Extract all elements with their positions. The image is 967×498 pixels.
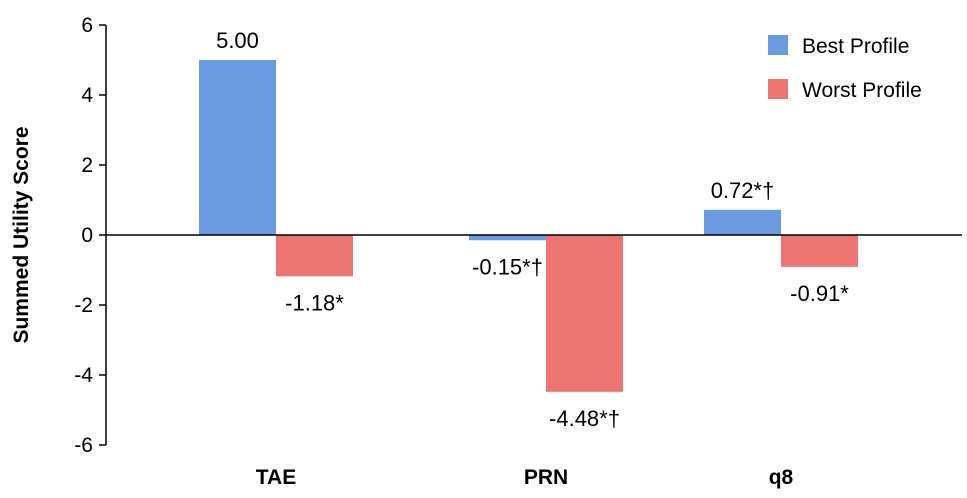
y-tick-label: -2 (74, 294, 93, 317)
y-tick-label: 4 (81, 84, 93, 107)
legend-label-worst-profile: Worst Profile (802, 79, 922, 102)
bar-best-profile-prn (469, 235, 546, 241)
x-tick-label: PRN (524, 466, 568, 489)
y-axis-label: Summed Utility Score (10, 126, 33, 343)
y-tick-label: -6 (74, 434, 93, 457)
bar-worst-profile-q8 (781, 235, 858, 267)
y-tick-label: 6 (81, 14, 93, 37)
legend-swatch-worst-profile (768, 79, 788, 99)
y-tick-label: 2 (81, 154, 93, 177)
data-label: 5.00 (216, 28, 259, 53)
data-label: 0.72*† (711, 178, 775, 203)
bar-best-profile-tae (199, 60, 276, 235)
legend-label-best-profile: Best Profile (802, 35, 909, 58)
data-label: -1.18* (285, 290, 344, 315)
bar-worst-profile-prn (546, 235, 623, 392)
legend-swatch-best-profile (768, 35, 788, 55)
data-label: -0.91* (790, 281, 849, 306)
bar-best-profile-q8 (704, 209, 781, 235)
data-label: -0.15*† (472, 254, 543, 279)
x-tick-label: q8 (769, 466, 794, 489)
y-tick-label: -4 (74, 364, 93, 387)
data-label: -4.48*† (549, 406, 620, 431)
x-tick-label: TAE (256, 466, 296, 489)
bar-worst-profile-tae (276, 235, 353, 277)
y-tick-label: 0 (81, 224, 93, 247)
